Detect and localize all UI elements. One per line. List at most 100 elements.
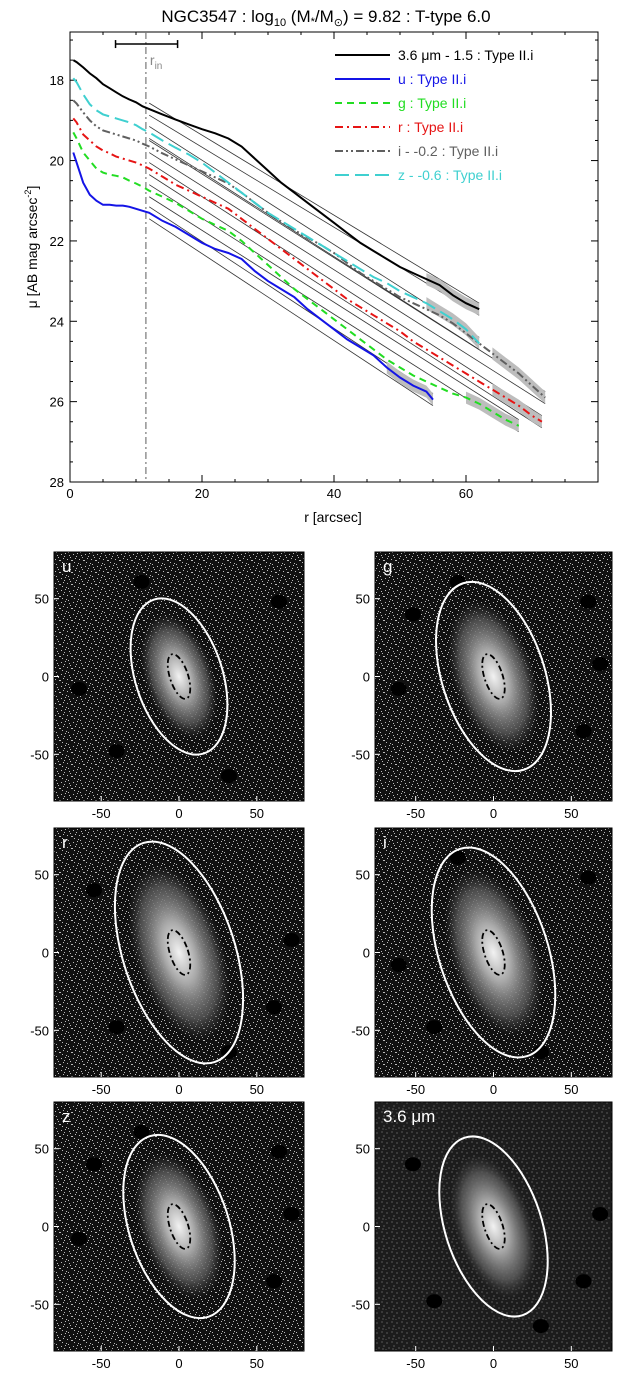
y-tick-label: 0 [363,1220,370,1235]
inner-ellipse [166,1203,192,1250]
galaxy-image [450,1154,537,1299]
image-panel: z -50 0 50 50 0 -50 [30,1101,305,1371]
series-line [72,117,543,423]
x-tick-label: 40 [327,486,341,501]
outer-ellipse [113,840,245,1065]
image-panel: u -50 0 50 50 0 -50 [30,551,305,821]
panel-label: 3.6 μm [383,1107,435,1126]
x-tick-label: -50 [406,1082,425,1097]
masked-source [266,1274,282,1289]
masked-source [108,744,125,759]
series-line [72,131,520,427]
galaxy-image [127,863,231,1042]
image-panel: 3.6 μm -50 0 50 50 0 -50 [351,1101,613,1371]
y-tick-label: 50 [356,592,370,607]
y-tick-label: 0 [42,670,49,685]
galaxy-image [447,600,540,753]
legend-entry: i - -0.2 : Type II.i [398,143,498,159]
error-band [492,347,546,404]
fit-line [148,152,546,404]
masked-source [532,1045,549,1060]
masked-source [575,1274,592,1289]
x-tick-label: 20 [195,486,209,501]
y-tick-label: 22 [50,234,64,249]
inner-ellipse [166,653,192,700]
masked-source [133,1124,150,1139]
panel-label: i [383,833,387,852]
legend-entry: z - -0.6 : Type II.i [398,167,502,183]
x-tick-label: 0 [66,486,73,501]
galaxy-image [134,1153,224,1300]
profile-plot: 0 20 40 60 18 20 22 24 26 28 rin 3.6 μm - 1.5 : Typ… [50,31,599,501]
legend-entry: r : Type II.i [398,119,463,135]
x-tick-label: 50 [250,1082,264,1097]
x-axis-label: r [arcsec] [304,509,362,525]
y-tick-label: 0 [363,946,370,961]
panel-label: g [383,557,392,576]
y-tick-label: -50 [351,1297,370,1312]
masked-source [575,724,592,739]
masked-source [404,607,421,622]
fit-line [148,174,543,429]
masked-source [71,681,87,696]
series-line [72,77,480,345]
x-tick-label: -50 [92,1082,111,1097]
masked-source [86,1157,102,1172]
masked-source [449,574,466,589]
r-in-label: rin [150,52,162,72]
masked-source [532,1319,549,1334]
y-tick-label: 24 [50,314,64,329]
panel-label: r [62,833,68,852]
x-tick-label: -50 [406,806,425,821]
x-tick-label: -50 [92,1356,111,1371]
masked-source [449,850,466,865]
panel-label: u [62,557,71,576]
masked-source [390,681,407,696]
error-band [466,391,519,432]
masked-source [108,1020,125,1035]
outer-ellipse [430,846,557,1059]
x-tick-label: -50 [92,806,111,821]
y-tick-label: 0 [42,1220,49,1235]
y-tick-label: -50 [351,1023,370,1038]
y-axis-label: μ [AB mag arcsec-2] [23,186,40,309]
masked-source [71,1231,87,1246]
masked-source [592,1207,609,1222]
x-tick-label: 0 [490,806,497,821]
image-panel: i -50 0 50 50 0 -50 [351,827,613,1097]
outer-ellipse [122,1133,236,1320]
y-tick-label: 28 [50,475,64,490]
image-panel: g -50 0 50 50 0 -50 [351,551,613,821]
x-tick-label: 60 [459,486,473,501]
fit-line [148,196,520,433]
inner-ellipse [481,653,506,700]
inner-ellipse [481,929,506,976]
fit-line [148,206,434,394]
masked-source [86,883,102,898]
galaxy-image [140,613,218,740]
x-tick-label: 50 [250,806,264,821]
outer-ellipse [435,580,552,773]
masked-source [390,957,407,972]
x-tick-label: 0 [175,1082,182,1097]
legend-entry: 3.6 μm - 1.5 : Type II.i [398,47,533,63]
series-line [72,152,434,401]
inner-ellipse [166,929,192,976]
series-line [72,99,546,399]
x-tick-label: 0 [490,1356,497,1371]
y-tick-label: 0 [42,946,49,961]
x-tick-label: 0 [490,1082,497,1097]
masked-source [221,769,237,784]
legend-entry: u : Type II.i [398,71,466,87]
y-tick-label: 18 [50,73,64,88]
fit-line [148,162,543,417]
y-tick-label: 50 [356,868,370,883]
panel-label: z [62,1107,71,1126]
x-tick-label: 0 [175,1356,182,1371]
fit-line [148,138,480,350]
y-tick-label: -50 [30,747,49,762]
outer-ellipse [438,1135,549,1318]
masked-source [283,1207,300,1222]
